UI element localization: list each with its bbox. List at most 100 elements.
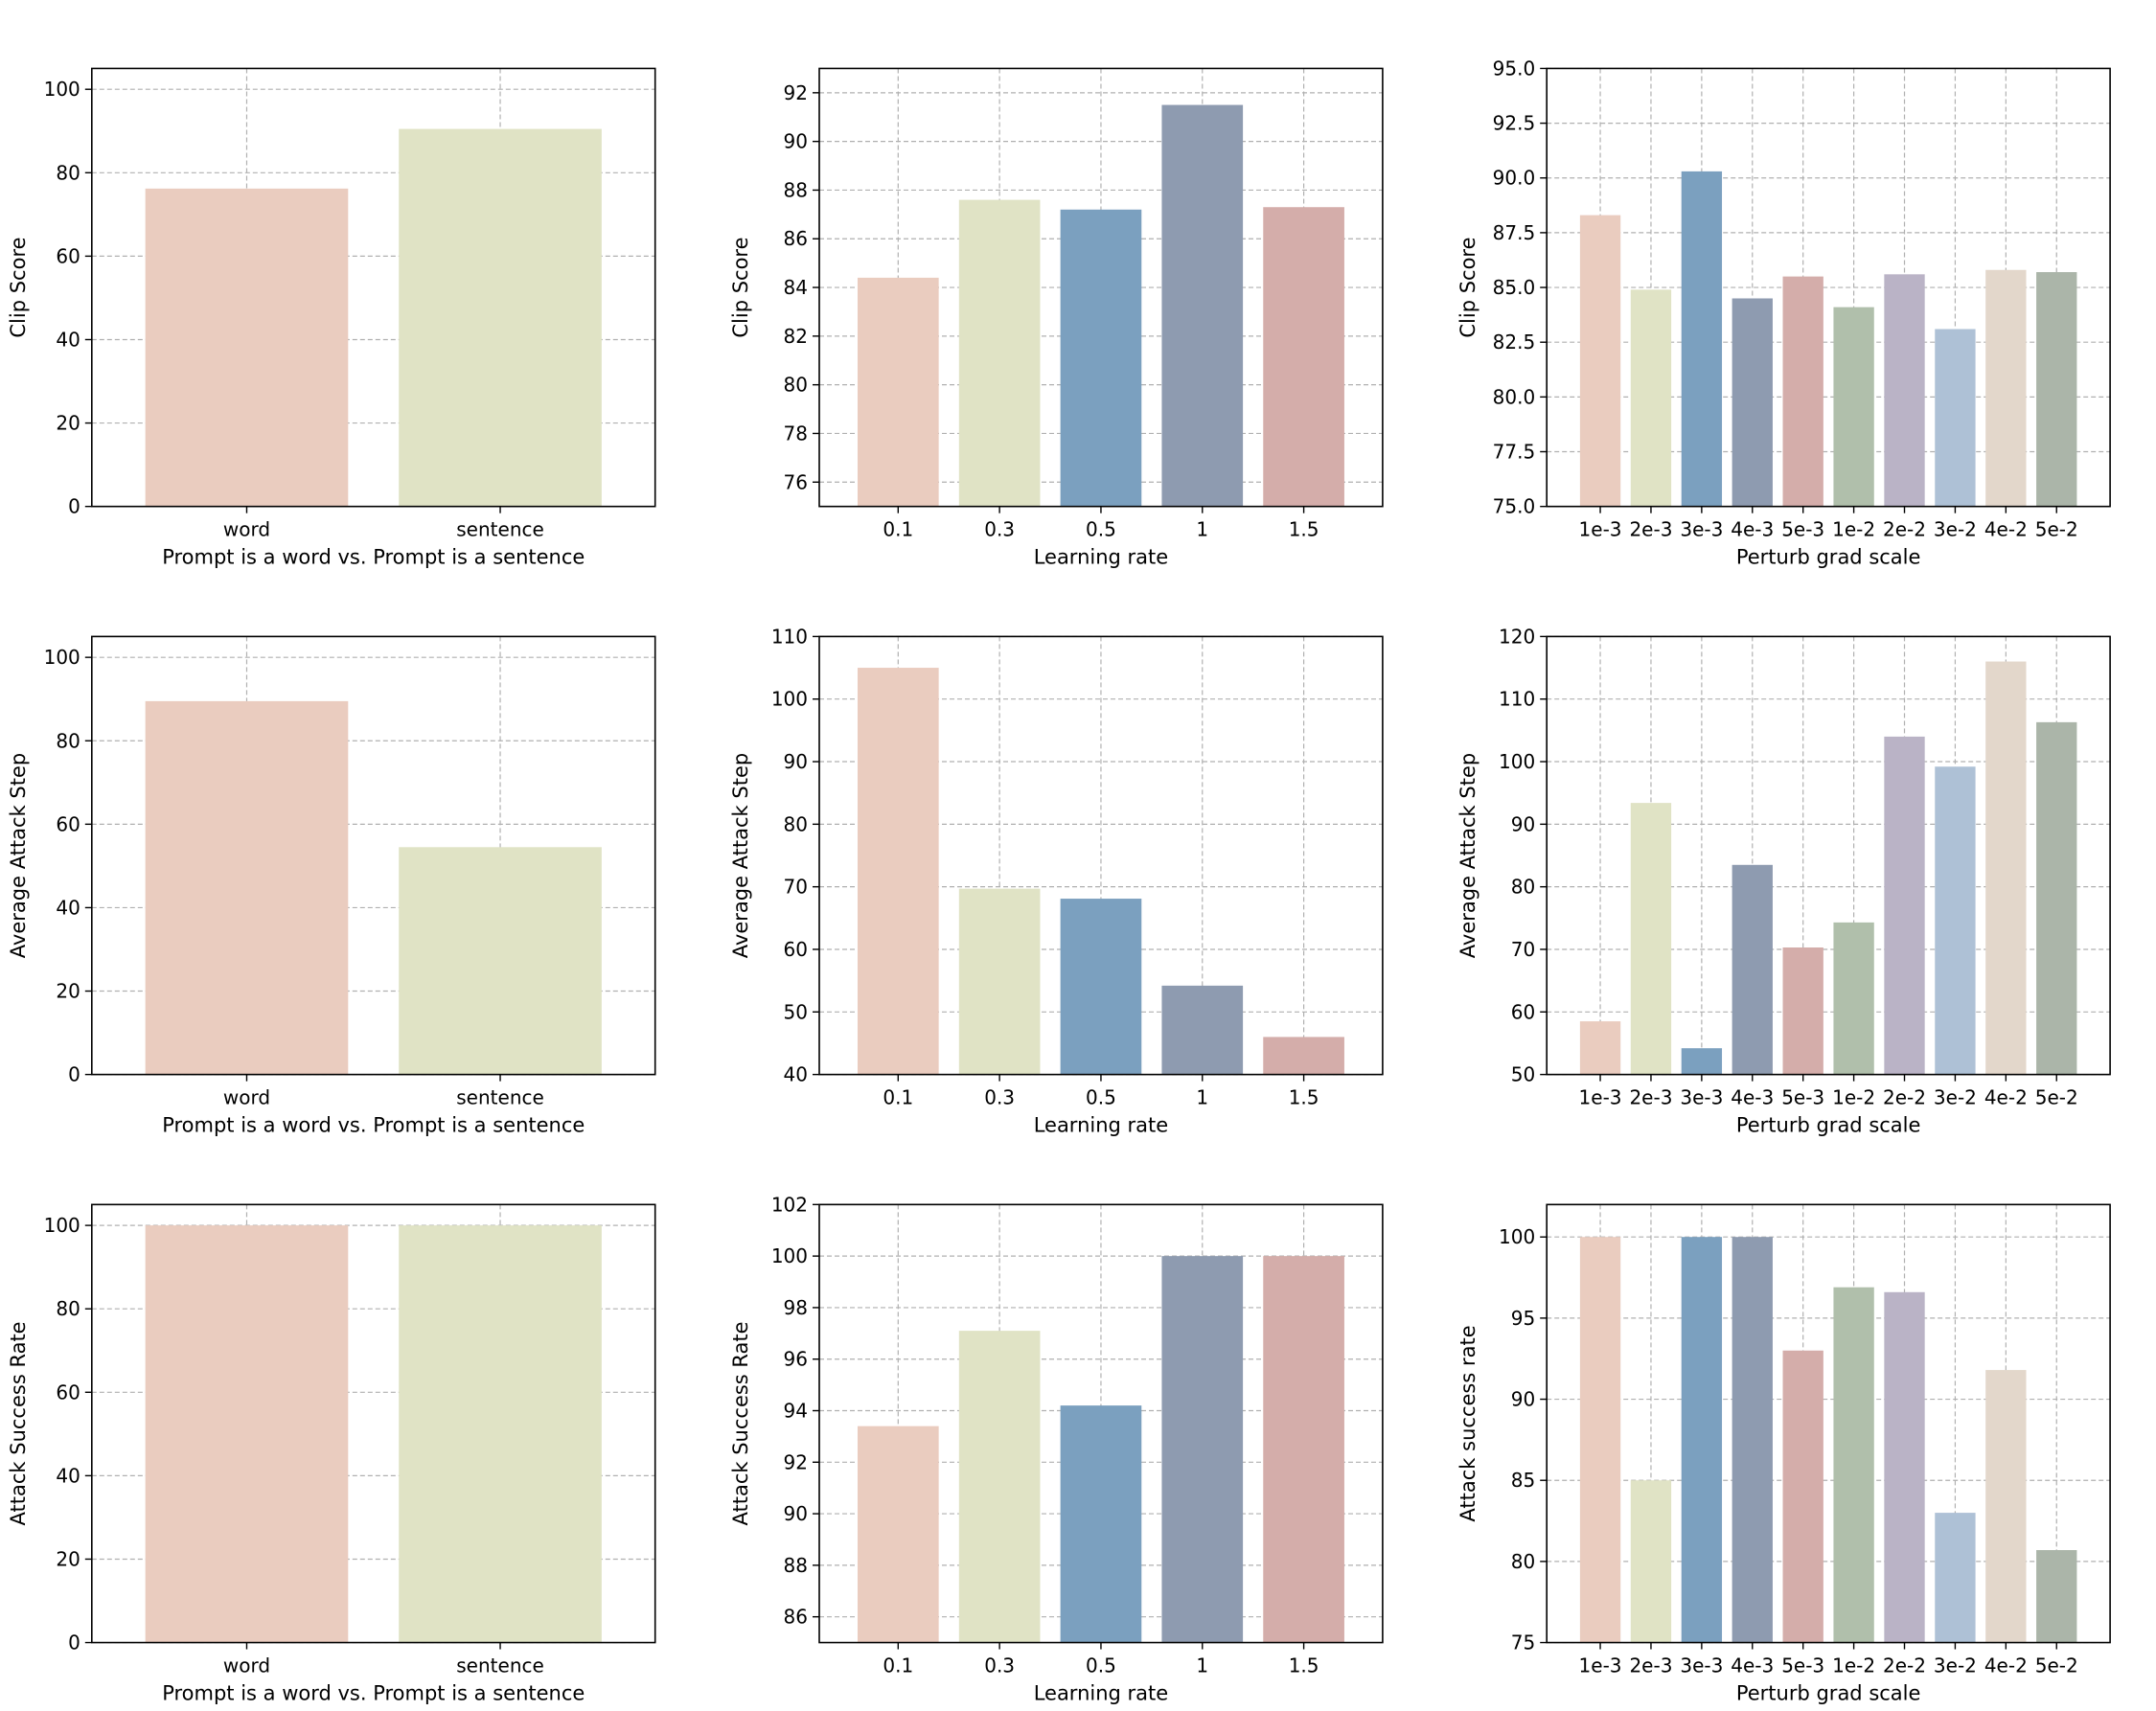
chart-6-bar-1e-3 xyxy=(1579,1021,1621,1075)
chart-2-xtick-label-2: 0.5 xyxy=(1086,518,1116,541)
chart-2-xtick-label-1: 0.3 xyxy=(984,518,1015,541)
chart-3-ytick-label-3: 82.5 xyxy=(1493,331,1536,354)
chart-8-ytick-label-7: 100 xyxy=(771,1244,808,1267)
chart-5-ytick-label-6: 100 xyxy=(771,688,808,711)
chart-5-ytick-label-4: 80 xyxy=(784,812,808,835)
chart-3-bar-3e-2 xyxy=(1935,329,1976,507)
chart-9-ytick-label-4: 95 xyxy=(1511,1307,1535,1330)
chart-9-xtick-label-1: 2e-3 xyxy=(1629,1654,1672,1677)
chart-6-xtick-label-6: 2e-2 xyxy=(1883,1086,1926,1109)
chart-3-xtick-label-1: 2e-3 xyxy=(1629,518,1672,541)
chart-8-ylabel: Attack Success Rate xyxy=(729,1321,752,1525)
chart-2-ytick-label-1: 78 xyxy=(784,422,808,445)
chart-5-ytick-label-3: 70 xyxy=(784,876,808,899)
chart-5-xtick-label-3: 1 xyxy=(1196,1086,1208,1109)
chart-8-xtick-label-3: 1 xyxy=(1196,1654,1208,1677)
chart-9-xtick-label-9: 5e-2 xyxy=(2035,1654,2078,1677)
chart-9-bar-3e-3 xyxy=(1681,1237,1723,1643)
chart-5-xtick-label-4: 1.5 xyxy=(1289,1086,1319,1109)
chart-2: 76 78 80 82 84 86 88 90 92 0.1 0.3 0.5 1 1.5 Learning … xyxy=(729,67,1384,569)
chart-6-plot-frame xyxy=(1546,635,2111,1076)
chart-6-xtick-label-5: 1e-2 xyxy=(1832,1086,1875,1109)
chart-4-ytick-label-1: 20 xyxy=(56,980,80,1003)
chart-6-xtick-label-9: 5e-2 xyxy=(2035,1086,2078,1109)
chart-6-ytick-label-7: 120 xyxy=(1499,625,1535,648)
chart-5-ytick-label-5: 90 xyxy=(784,750,808,773)
chart-8-ytick-label-3: 92 xyxy=(784,1450,808,1473)
chart-3-ytick-label-0: 75.0 xyxy=(1493,495,1536,518)
chart-1-bar-word xyxy=(145,188,349,507)
chart-3-bar-4e-3 xyxy=(1732,298,1773,507)
chart-1-ytick-label-0: 0 xyxy=(68,495,80,518)
chart-1-bar-sentence xyxy=(399,128,602,507)
chart-5-bar-0.5 xyxy=(1060,899,1142,1075)
chart-1-ytick-label-1: 20 xyxy=(56,412,80,435)
chart-5-bar-1 xyxy=(1161,985,1244,1075)
chart-4-ytick-label-3: 60 xyxy=(56,812,80,835)
chart-3-bar-3e-3 xyxy=(1681,171,1723,507)
chart-7-bar-sentence xyxy=(399,1225,602,1643)
chart-3-ytick-label-6: 90.0 xyxy=(1493,167,1536,190)
chart-1-xtick-label-1: sentence xyxy=(456,518,544,541)
chart-3-xlabel: Perturb grad scale xyxy=(1736,546,1921,569)
chart-4-xlabel: Prompt is a word vs. Prompt is a sentenc… xyxy=(162,1114,585,1137)
chart-9-ytick-label-1: 80 xyxy=(1511,1550,1535,1573)
chart-9-ylabel: Attack success rate xyxy=(1456,1325,1479,1521)
chart-6-bar-4e-2 xyxy=(1985,661,2027,1075)
chart-3: 75.0 77.5 80.0 82.5 85.0 87.5 90.0 92.5 95.0 1e-3… xyxy=(1456,57,2111,569)
chart-3-bar-1e-2 xyxy=(1833,307,1874,507)
chart-6: 50 60 70 80 90 100 110 120 1e-3 2e-3 3e-3 4e-3 5e-3 1… xyxy=(1456,625,2111,1137)
chart-1-ylabel: Clip Score xyxy=(7,237,30,337)
chart-8-ytick-label-1: 88 xyxy=(784,1554,808,1577)
chart-8-bar-0.3 xyxy=(958,1331,1041,1643)
chart-8-ytick-label-8: 102 xyxy=(771,1193,808,1216)
chart-6-ytick-label-4: 90 xyxy=(1511,812,1535,835)
chart-6-bar-2e-3 xyxy=(1630,803,1672,1075)
chart-7-xtick-label-0: word xyxy=(223,1654,270,1677)
chart-1-xtick-label-0: word xyxy=(223,518,270,541)
chart-7-ylabel: Attack Success Rate xyxy=(7,1321,30,1525)
chart-3-xtick-label-7: 3e-2 xyxy=(1934,518,1977,541)
chart-6-bar-4e-3 xyxy=(1732,864,1773,1075)
chart-2-bar-0.3 xyxy=(958,199,1041,507)
chart-4: 0 20 40 60 80 100 word sentence Prompt is a word… xyxy=(7,635,656,1137)
chart-9-bar-2e-3 xyxy=(1630,1480,1672,1643)
chart-9-xtick-label-8: 4e-2 xyxy=(1984,1654,2028,1677)
chart-4-ytick-label-4: 80 xyxy=(56,729,80,752)
chart-4-xtick-label-1: sentence xyxy=(456,1086,544,1109)
chart-8-ytick-label-0: 86 xyxy=(784,1606,808,1629)
chart-9-xtick-label-0: 1e-3 xyxy=(1579,1654,1622,1677)
chart-6-bar-5e-3 xyxy=(1782,947,1823,1075)
chart-9-ytick-label-0: 75 xyxy=(1511,1631,1535,1654)
chart-5-ytick-label-1: 50 xyxy=(784,1000,808,1023)
chart-3-xtick-label-6: 2e-2 xyxy=(1883,518,1926,541)
chart-9-bar-5e-2 xyxy=(2036,1550,2077,1643)
chart-2-ytick-label-4: 84 xyxy=(784,276,808,299)
chart-8-xtick-label-1: 0.3 xyxy=(984,1654,1015,1677)
chart-3-bar-2e-2 xyxy=(1884,274,1925,507)
chart-5: 40 50 60 70 80 90 100 110 0.1 0.3 0.5 1 1.5 Learning … xyxy=(729,625,1384,1137)
chart-9-xtick-label-7: 3e-2 xyxy=(1934,1654,1977,1677)
chart-2-bar-1 xyxy=(1161,104,1244,507)
chart-3-ytick-label-7: 92.5 xyxy=(1493,112,1536,135)
chart-7: 0 20 40 60 80 100 word sentence Prompt is a word… xyxy=(7,1203,656,1705)
chart-6-xlabel: Perturb grad scale xyxy=(1736,1114,1921,1137)
chart-6-bar-3e-3 xyxy=(1681,1048,1723,1075)
chart-6-xtick-label-7: 3e-2 xyxy=(1934,1086,1977,1109)
chart-2-bar-1.5 xyxy=(1263,207,1344,507)
chart-9-bar-1e-3 xyxy=(1579,1237,1621,1643)
chart-2-ytick-label-0: 76 xyxy=(784,470,808,493)
chart-6-ytick-label-1: 60 xyxy=(1511,1000,1535,1023)
chart-6-xtick-label-8: 4e-2 xyxy=(1984,1086,2028,1109)
chart-5-ytick-label-2: 60 xyxy=(784,938,808,961)
chart-3-xtick-label-0: 1e-3 xyxy=(1579,518,1622,541)
chart-6-ytick-label-6: 110 xyxy=(1499,688,1535,711)
chart-5-ylabel: Average Attack Step xyxy=(729,753,752,958)
chart-9-xtick-label-2: 3e-3 xyxy=(1680,1654,1723,1677)
chart-5-bar-0.3 xyxy=(958,888,1041,1075)
chart-3-ytick-label-1: 77.5 xyxy=(1493,441,1536,464)
chart-8-bar-1 xyxy=(1161,1256,1244,1643)
chart-6-bar-1e-2 xyxy=(1833,922,1874,1075)
chart-9-xlabel: Perturb grad scale xyxy=(1736,1682,1921,1705)
chart-7-ytick-label-0: 0 xyxy=(68,1631,80,1654)
